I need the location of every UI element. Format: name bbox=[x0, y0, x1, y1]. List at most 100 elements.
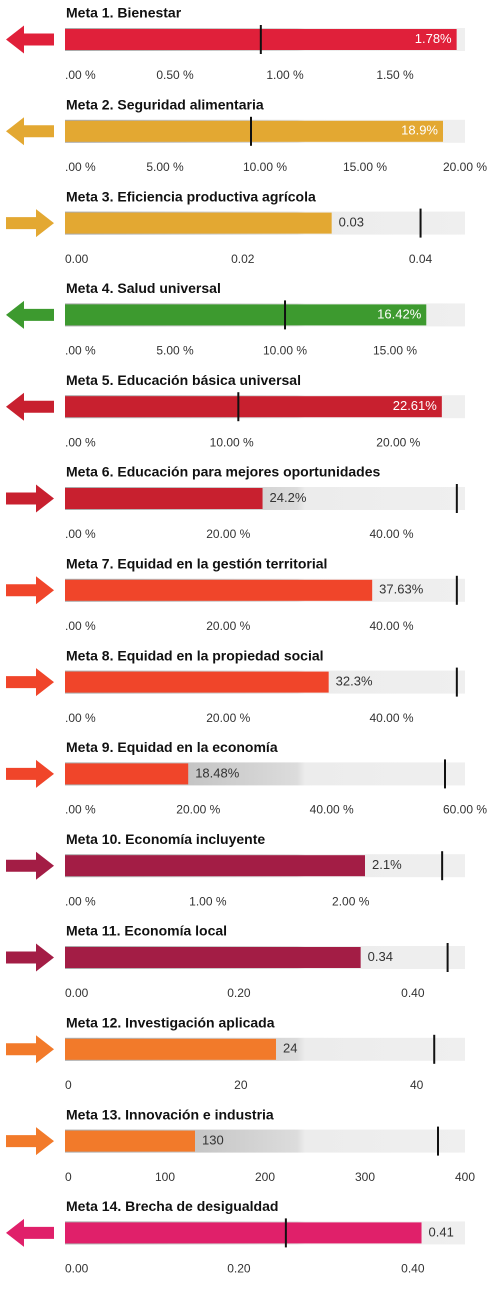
trend-arrow bbox=[6, 1035, 54, 1064]
bar bbox=[65, 947, 361, 968]
x-tick-label: 100 bbox=[155, 1170, 175, 1184]
trend-arrow bbox=[6, 668, 54, 697]
x-tick-label: 0.00 bbox=[65, 1262, 89, 1276]
x-tick-label: .00 % bbox=[65, 344, 96, 358]
x-tick-label: 20 bbox=[234, 1078, 248, 1092]
chart-title: Meta 5. Educación básica universal bbox=[66, 372, 301, 388]
bar bbox=[65, 763, 189, 785]
trend-arrow bbox=[6, 209, 54, 238]
x-tick-label: 1.50 % bbox=[376, 68, 414, 82]
x-tick-label: 40.00 % bbox=[370, 619, 414, 633]
value-label: 22.61% bbox=[393, 398, 438, 413]
x-tick-label: 40 bbox=[410, 1078, 424, 1092]
x-tick-label: 0.50 % bbox=[156, 68, 194, 82]
x-tick-label: 20.00 % bbox=[443, 160, 487, 174]
x-tick-label: 40.00 % bbox=[370, 711, 414, 725]
chart-title: Meta 13. Innovación e industria bbox=[66, 1106, 274, 1122]
x-tick-label: .00 % bbox=[65, 68, 96, 82]
trend-arrow bbox=[6, 25, 54, 54]
value-label: 24 bbox=[283, 1041, 297, 1056]
x-tick-label: 0.20 bbox=[227, 1262, 251, 1276]
x-tick-label: 20.00 % bbox=[176, 803, 220, 817]
x-tick-label: 5.00 % bbox=[156, 344, 194, 358]
x-tick-label: 400 bbox=[455, 1170, 475, 1184]
trend-arrow bbox=[6, 392, 54, 421]
chart-title: Meta 11. Economía local bbox=[66, 923, 227, 939]
x-tick-label: 5.00 % bbox=[146, 160, 184, 174]
x-tick-label: .00 % bbox=[65, 160, 96, 174]
x-tick-label: 2.00 % bbox=[332, 894, 370, 908]
chart-title: Meta 2. Seguridad alimentaria bbox=[66, 97, 264, 113]
trend-arrow bbox=[6, 943, 54, 972]
x-tick-label: 40.00 % bbox=[310, 803, 354, 817]
bar bbox=[65, 1222, 422, 1244]
x-tick-label: 10.00 % bbox=[243, 160, 287, 174]
chart-title: Meta 8. Equidad en la propiedad social bbox=[66, 647, 324, 663]
x-tick-label: 20.00 % bbox=[206, 619, 250, 633]
chart-title: Meta 6. Educación para mejores oportunid… bbox=[66, 464, 381, 480]
x-tick-label: .00 % bbox=[65, 894, 96, 908]
chart-title: Meta 3. Eficiencia productiva agrícola bbox=[66, 188, 316, 204]
x-tick-label: .00 % bbox=[65, 527, 96, 541]
x-tick-label: 10.00 % bbox=[210, 435, 254, 449]
chart-title: Meta 10. Economía incluyente bbox=[66, 831, 265, 847]
x-tick-label: .00 % bbox=[65, 803, 96, 817]
chart-title: Meta 1. Bienestar bbox=[66, 5, 182, 21]
value-label: 24.2% bbox=[270, 490, 307, 505]
value-label: 32.3% bbox=[336, 674, 373, 689]
x-tick-label: 0.40 bbox=[401, 1262, 425, 1276]
bar bbox=[65, 855, 365, 877]
x-tick-label: 0 bbox=[65, 1078, 72, 1092]
x-tick-label: 15.00 % bbox=[343, 160, 387, 174]
x-tick-label: 1.00 % bbox=[189, 894, 227, 908]
chart-title: Meta 4. Salud universal bbox=[66, 280, 221, 296]
chart-title: Meta 9. Equidad en la economía bbox=[66, 739, 278, 755]
value-label: 130 bbox=[202, 1133, 224, 1148]
chart-title: Meta 7. Equidad en la gestión territoria… bbox=[66, 556, 327, 572]
trend-arrow bbox=[6, 1127, 54, 1156]
x-tick-label: .00 % bbox=[65, 711, 96, 725]
x-tick-label: 1.00 % bbox=[266, 68, 304, 82]
value-label: 37.63% bbox=[379, 582, 424, 597]
bar bbox=[65, 120, 443, 142]
bar bbox=[65, 396, 442, 418]
x-tick-label: 0.00 bbox=[65, 986, 89, 1000]
x-tick-label: 0.20 bbox=[227, 986, 251, 1000]
x-tick-label: 0 bbox=[65, 1170, 72, 1184]
x-tick-label: .00 % bbox=[65, 435, 96, 449]
value-label: 18.48% bbox=[195, 765, 240, 780]
value-label: 1.78% bbox=[415, 31, 452, 46]
bar bbox=[65, 671, 329, 693]
bar bbox=[65, 488, 263, 509]
trend-arrow bbox=[6, 484, 54, 513]
bar bbox=[65, 304, 427, 326]
x-tick-label: 0.00 bbox=[65, 252, 89, 266]
bar bbox=[65, 579, 373, 601]
trend-arrow bbox=[6, 1218, 54, 1247]
x-tick-label: 15.00 % bbox=[373, 344, 417, 358]
x-tick-label: 20.00 % bbox=[206, 527, 250, 541]
value-label: 0.34 bbox=[368, 949, 393, 964]
x-tick-label: .00 % bbox=[65, 619, 96, 633]
trend-arrow bbox=[6, 851, 54, 880]
x-tick-label: 40.00 % bbox=[370, 527, 414, 541]
chart-title: Meta 12. Investigación aplicada bbox=[66, 1015, 275, 1031]
value-label: 0.41 bbox=[429, 1224, 454, 1239]
trend-arrow bbox=[6, 576, 54, 605]
x-tick-label: 0.40 bbox=[401, 986, 425, 1000]
trend-arrow bbox=[6, 117, 54, 146]
chart-title: Meta 14. Brecha de desigualdad bbox=[66, 1198, 278, 1214]
x-tick-label: 200 bbox=[255, 1170, 275, 1184]
x-tick-label: 10.00 % bbox=[263, 344, 307, 358]
bar bbox=[65, 1130, 195, 1152]
value-label: 16.42% bbox=[377, 306, 422, 321]
x-tick-label: 300 bbox=[355, 1170, 375, 1184]
value-label: 2.1% bbox=[372, 857, 402, 872]
value-label: 18.9% bbox=[401, 123, 438, 138]
x-tick-label: 20.00 % bbox=[206, 711, 250, 725]
x-tick-label: 60.00 % bbox=[443, 803, 487, 817]
x-tick-label: 0.02 bbox=[231, 252, 255, 266]
x-tick-label: 0.04 bbox=[409, 252, 433, 266]
x-tick-label: 20.00 % bbox=[376, 435, 420, 449]
